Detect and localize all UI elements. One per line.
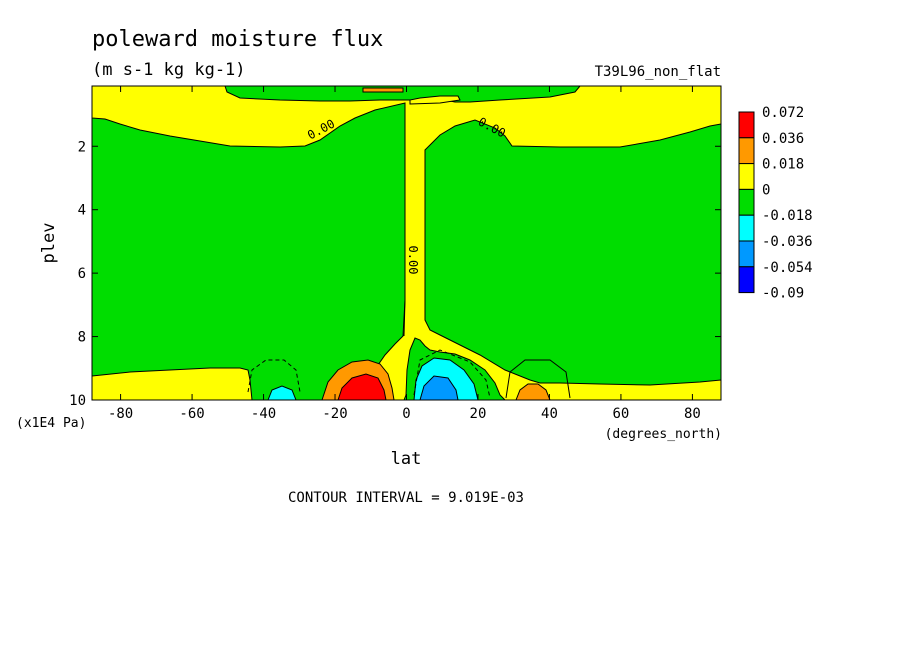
- top-strip: [362, 87, 404, 93]
- run-label: T39L96_non_flat: [595, 64, 721, 80]
- y-axis-label: plev: [39, 223, 59, 264]
- y-axis: 2 4 6 8 10: [69, 139, 721, 409]
- x-axis-label: lat: [391, 449, 422, 469]
- y-tick-label: 10: [69, 393, 86, 409]
- negative-core-strong: [419, 375, 459, 400]
- positive-region-lower-left: [92, 367, 253, 400]
- positive-region-top: [92, 86, 721, 400]
- legend-level-label: -0.018: [762, 208, 813, 224]
- legend-level-label: 0: [762, 182, 770, 198]
- x-tick-label: 40: [541, 406, 558, 422]
- solid-contour-right: [505, 359, 571, 399]
- x-units: (degrees_north): [605, 427, 722, 442]
- x-tick-label: -20: [322, 406, 347, 422]
- x-tick-label: 80: [684, 406, 701, 422]
- legend-level-label: 0.018: [762, 157, 804, 173]
- negative-core-left: [267, 385, 297, 400]
- legend-swatch: [738, 240, 755, 268]
- positive-region-upper-right: [409, 95, 461, 105]
- x-tick-label: 20: [470, 406, 487, 422]
- chart-title: poleward moisture flux: [92, 27, 383, 52]
- x-tick-label: 0: [402, 406, 410, 422]
- legend-swatch: [738, 188, 755, 216]
- y-tick-label: 4: [78, 203, 86, 219]
- zero-contour-center: [403, 104, 406, 337]
- legend-swatch: [738, 111, 755, 139]
- y-units: (x1E4 Pa): [16, 416, 86, 431]
- y-tick-label: 6: [78, 266, 86, 282]
- y-tick-label: 8: [78, 330, 86, 346]
- legend-level-label: -0.09: [762, 286, 804, 302]
- legend-swatch: [738, 266, 755, 294]
- legend-level-label: 0.036: [762, 131, 804, 147]
- legend-level-label: -0.036: [762, 234, 813, 250]
- x-tick-label: 60: [613, 406, 630, 422]
- chart-subtitle: (m s-1 kg kg-1): [92, 60, 246, 80]
- x-tick-label: -60: [179, 406, 204, 422]
- color-legend: 0.072 0.036 0.018 0 -0.018 -0.036 -0.054 -0.09: [738, 105, 813, 302]
- contour-label-center: 0.00: [406, 246, 420, 275]
- x-axis: -80 -60 -40 -20 0 20 40 60 80: [108, 86, 701, 422]
- contour-interval: CONTOUR INTERVAL = 9.019E-03: [288, 490, 524, 506]
- legend-swatch: [738, 163, 755, 190]
- legend-level-label: -0.054: [762, 260, 813, 276]
- legend-swatch: [738, 214, 755, 242]
- positive-core-right: [515, 383, 551, 400]
- positive-core-left-strong: [337, 373, 387, 400]
- y-tick-label: 2: [78, 139, 86, 155]
- legend-level-label: 0.072: [762, 105, 804, 121]
- dashed-contour-right: [413, 349, 491, 399]
- x-tick-label: -40: [251, 406, 276, 422]
- legend-swatch: [738, 137, 755, 165]
- x-tick-label: -80: [108, 406, 133, 422]
- plot-area: [92, 86, 721, 400]
